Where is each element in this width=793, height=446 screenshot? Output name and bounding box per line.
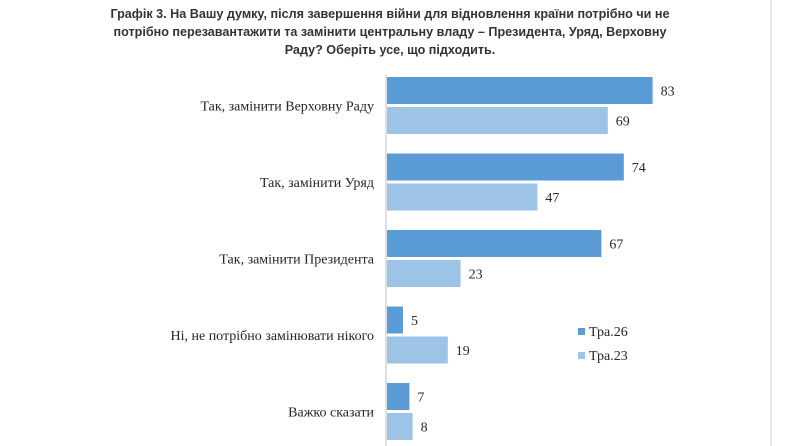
category-label: Ні, не потрібно замінювати нікого: [170, 329, 374, 344]
bar: [387, 260, 461, 287]
data-label: 69: [616, 115, 630, 130]
category-label: Так, замінити Уряд: [260, 176, 374, 191]
data-label: 74: [632, 161, 646, 176]
chart-title-line-3: Раду? Оберіть усе, що підходить.: [284, 43, 496, 57]
category-label: Важко сказати: [288, 406, 374, 421]
legend-label: Тра.23: [589, 349, 628, 364]
bar: [387, 77, 653, 104]
bar: [387, 383, 410, 410]
data-label: 83: [661, 85, 675, 100]
data-label: 5: [411, 314, 418, 329]
bar: [387, 413, 413, 440]
data-label: 7: [417, 391, 424, 406]
legend-label: Тра.26: [589, 325, 628, 340]
legend-swatch: [578, 328, 585, 335]
chart-title-line-2: потрібно перезавантажити та замінити цен…: [113, 25, 667, 39]
data-label: 8: [421, 421, 428, 436]
legend-swatch: [578, 352, 585, 359]
chart-title: Графік 3. На Вашу думку, після завершенн…: [110, 5, 670, 59]
category-label: Так, замінити Президента: [219, 253, 374, 268]
data-label: 47: [545, 191, 559, 206]
chart-title-line-1: Графік 3. На Вашу думку, після завершенн…: [110, 7, 670, 21]
category-label: Так, замінити Верховну Раду: [200, 100, 374, 115]
bar: [387, 183, 538, 211]
bar: [387, 230, 602, 257]
bar: [387, 336, 448, 364]
data-label: 23: [469, 268, 483, 283]
bar: [387, 306, 403, 334]
bar: [387, 153, 624, 181]
data-label: 67: [609, 238, 623, 253]
data-label: 19: [456, 344, 470, 359]
bar: [387, 107, 608, 134]
